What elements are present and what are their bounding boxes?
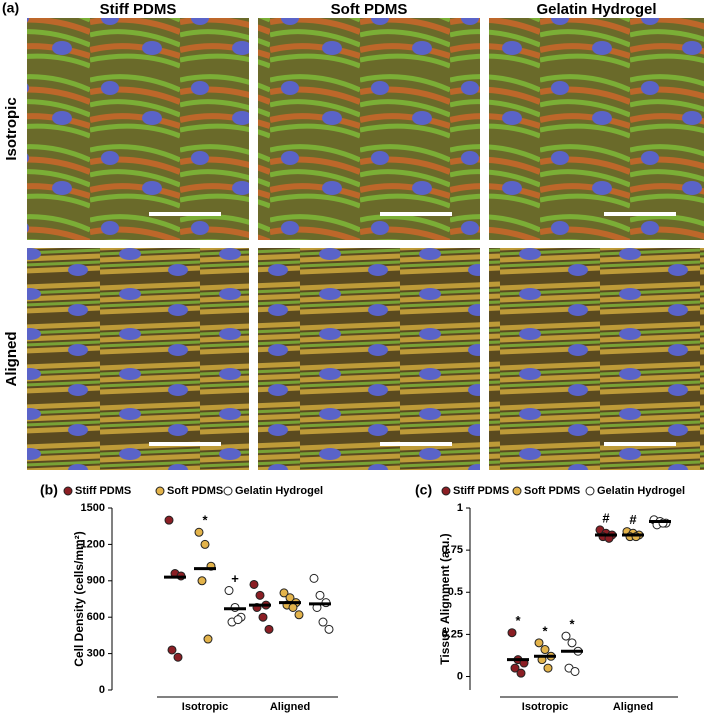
data-point bbox=[324, 624, 334, 634]
legend-marker bbox=[512, 486, 522, 496]
x-group-label: Aligned bbox=[270, 701, 310, 713]
data-point bbox=[279, 588, 289, 598]
significance-mark: * bbox=[542, 623, 548, 638]
y-tick-label: 1 bbox=[457, 502, 463, 514]
data-point bbox=[318, 617, 328, 627]
legend-marker bbox=[441, 486, 451, 496]
significance-mark: + bbox=[231, 571, 239, 586]
data-point bbox=[200, 539, 210, 549]
row-header: Aligned bbox=[3, 332, 20, 387]
legend-marker bbox=[155, 486, 165, 496]
y-tick-label: 0 bbox=[99, 684, 105, 696]
data-point bbox=[203, 634, 213, 644]
data-point bbox=[510, 663, 520, 673]
y-tick-label: 0 bbox=[457, 670, 463, 682]
data-point bbox=[164, 515, 174, 525]
data-point bbox=[294, 610, 304, 620]
legend-label: Soft PDMS bbox=[167, 485, 223, 497]
significance-mark: * bbox=[202, 513, 208, 528]
data-point bbox=[543, 663, 553, 673]
x-group-label: Isotropic bbox=[182, 701, 228, 713]
data-point bbox=[255, 590, 265, 600]
legend-marker bbox=[63, 486, 73, 496]
y-axis-title: Tissue Alignment (a.u.) bbox=[438, 533, 452, 664]
y-tick-label: 0.5 bbox=[448, 586, 463, 598]
data-point bbox=[309, 573, 319, 583]
data-point bbox=[167, 645, 177, 655]
legend-marker bbox=[585, 486, 595, 496]
legend-label: Gelatin Hydrogel bbox=[597, 485, 685, 497]
data-point bbox=[197, 576, 207, 586]
y-tick-label: 600 bbox=[87, 611, 105, 623]
micrograph bbox=[27, 18, 249, 240]
data-point bbox=[233, 615, 243, 625]
data-point bbox=[567, 638, 577, 648]
significance-mark: * bbox=[515, 613, 521, 628]
legend-label: Soft PDMS bbox=[524, 485, 580, 497]
y-tick-label: 1500 bbox=[81, 502, 105, 514]
y-tick-label: 300 bbox=[87, 648, 105, 660]
micrograph bbox=[27, 248, 249, 470]
column-header: Stiff PDMS bbox=[100, 1, 177, 18]
data-point bbox=[249, 579, 259, 589]
data-point bbox=[507, 628, 517, 638]
y-tick-label: 0.75 bbox=[442, 544, 463, 556]
column-header: Soft PDMS bbox=[331, 1, 408, 18]
micrograph bbox=[258, 18, 480, 240]
micrograph bbox=[489, 248, 704, 470]
x-group-label: Isotropic bbox=[522, 701, 568, 713]
significance-mark: # bbox=[602, 510, 610, 525]
panel-label: (b) bbox=[40, 482, 58, 498]
row-header: Isotropic bbox=[3, 97, 20, 160]
significance-mark: * bbox=[569, 617, 575, 632]
data-point bbox=[315, 590, 325, 600]
y-axis-title: Cell Density (cells/mm²) bbox=[72, 531, 86, 666]
micrograph bbox=[258, 248, 480, 470]
data-point bbox=[570, 666, 580, 676]
column-header: Gelatin Hydrogel bbox=[536, 1, 656, 18]
data-point bbox=[561, 631, 571, 641]
data-point bbox=[194, 527, 204, 537]
panel-label: (c) bbox=[415, 482, 432, 498]
significance-mark: # bbox=[629, 512, 637, 527]
legend-label: Stiff PDMS bbox=[453, 485, 509, 497]
data-point bbox=[224, 586, 234, 596]
legend-label: Gelatin Hydrogel bbox=[235, 485, 323, 497]
y-tick-label: 0.25 bbox=[442, 628, 463, 640]
panel-label: (a) bbox=[2, 0, 19, 16]
micrograph bbox=[489, 18, 704, 240]
legend-marker bbox=[223, 486, 233, 496]
data-point bbox=[288, 602, 298, 612]
legend-label: Stiff PDMS bbox=[75, 485, 131, 497]
data-point bbox=[264, 624, 274, 634]
data-point bbox=[173, 652, 183, 662]
y-tick-label: 1200 bbox=[81, 538, 105, 550]
x-group-label: Aligned bbox=[613, 701, 653, 713]
data-point bbox=[516, 668, 526, 678]
y-tick-label: 900 bbox=[87, 575, 105, 587]
data-point bbox=[540, 645, 550, 655]
data-point bbox=[534, 638, 544, 648]
data-point bbox=[258, 612, 268, 622]
